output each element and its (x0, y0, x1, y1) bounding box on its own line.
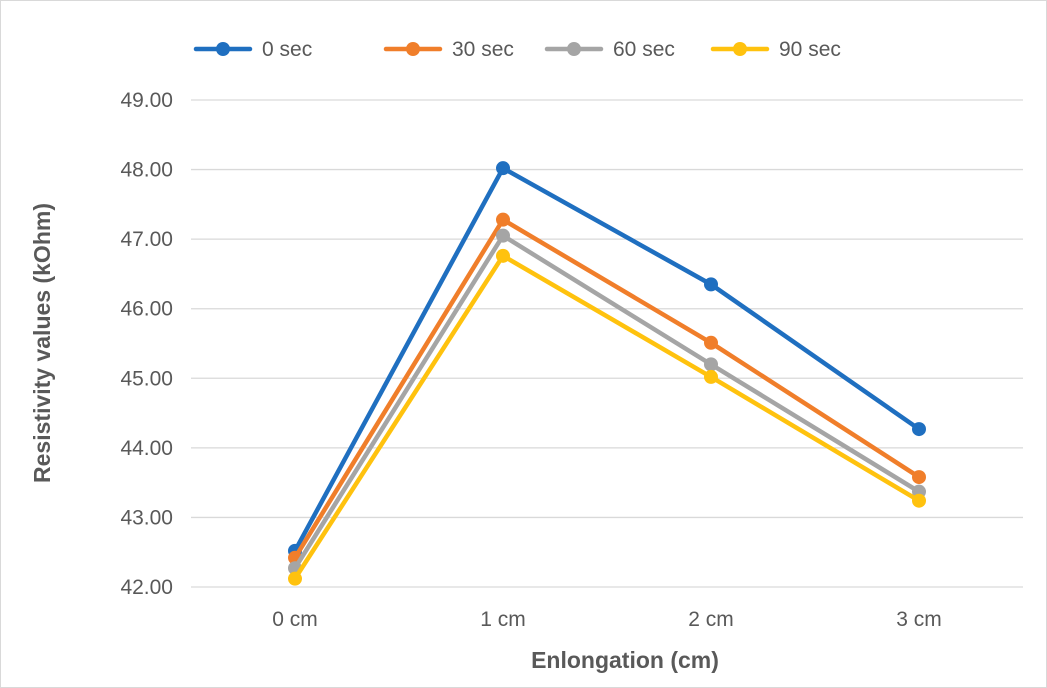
y-tick-label: 43.00 (120, 506, 173, 529)
series-line (292, 165, 922, 554)
legend-marker-icon (733, 42, 747, 56)
legend: 0 sec 30 sec 60 sec 90 sec (193, 38, 841, 61)
data-point (496, 161, 510, 176)
legend-label: 0 sec (262, 38, 312, 61)
y-tick-label: 46.00 (120, 298, 173, 321)
data-point (704, 335, 718, 350)
y-tick-labels: 42.00 43.00 44.00 45.00 46.00 47.00 48.00 49.00 (120, 89, 173, 599)
legend-item: 30 sec (383, 38, 514, 61)
x-tick-label: 1 cm (480, 608, 526, 631)
data-point (496, 228, 510, 243)
y-tick-label: 47.00 (120, 228, 173, 251)
y-tick-label: 42.00 (120, 576, 173, 599)
legend-marker-icon (567, 42, 581, 56)
data-point (912, 493, 926, 508)
legend-marker-icon (406, 42, 420, 56)
legend-label: 60 sec (613, 38, 675, 61)
data-point (496, 248, 510, 263)
x-axis-title: Enlongation (cm) (531, 647, 719, 673)
x-tick-labels: 0 cm 1 cm 2 cm 3 cm (272, 608, 942, 631)
data-point (912, 470, 926, 485)
x-tick-label: 2 cm (688, 608, 734, 631)
data-point (704, 357, 718, 372)
series-lines (288, 161, 926, 586)
y-tick-label: 48.00 (120, 159, 173, 182)
series-line (292, 217, 922, 561)
y-tick-label: 49.00 (120, 89, 173, 112)
legend-label: 90 sec (779, 38, 841, 61)
x-tick-label: 3 cm (896, 608, 942, 631)
series-0-sec (288, 161, 926, 558)
data-point (704, 277, 718, 292)
legend-item: 0 sec (193, 38, 312, 61)
series-30-sec (288, 212, 926, 565)
y-tick-label: 45.00 (120, 367, 173, 390)
data-point (496, 212, 510, 227)
grid-lines (191, 99, 1023, 588)
y-tick-label: 44.00 (120, 437, 173, 460)
data-point (912, 422, 926, 437)
legend-item: 90 sec (710, 38, 841, 61)
legend-label: 30 sec (452, 38, 514, 61)
legend-item: 60 sec (544, 38, 675, 61)
legend-marker-icon (216, 42, 230, 56)
series-line (292, 253, 922, 581)
series-line (292, 233, 922, 571)
y-axis-title: Resistivity values (kOhm) (29, 203, 55, 483)
data-point (704, 369, 718, 384)
data-point (288, 571, 302, 586)
series-90-sec (288, 248, 926, 586)
x-tick-label: 0 cm (272, 608, 318, 631)
